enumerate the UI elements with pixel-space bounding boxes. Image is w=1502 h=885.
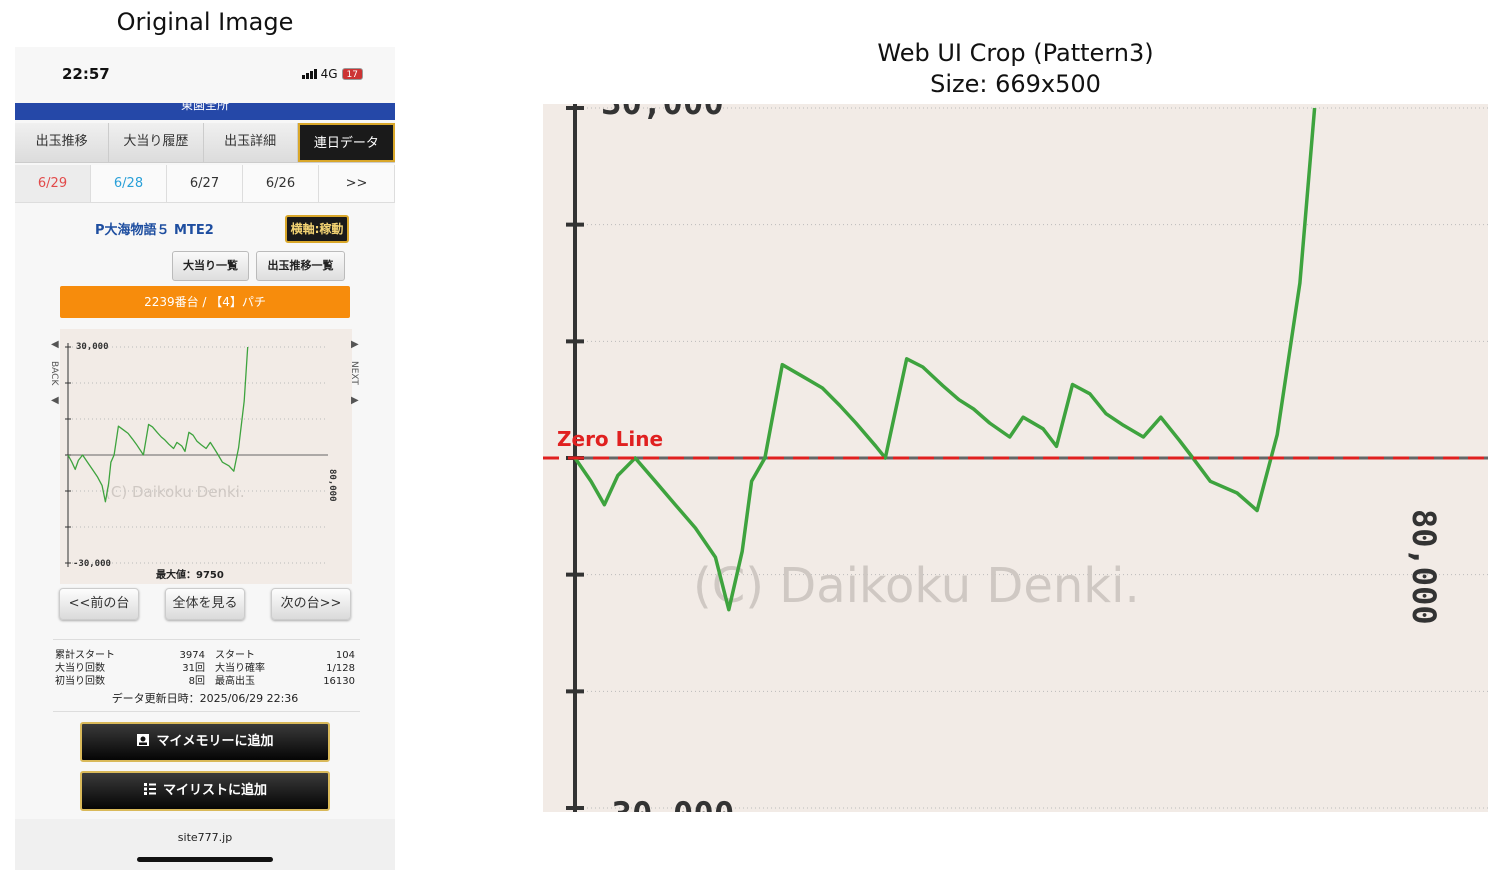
memory-icon — [137, 734, 150, 746]
status-indicators: 4G 17 — [301, 67, 363, 81]
date-tab-0[interactable]: 6/29 — [15, 165, 91, 202]
next-machine-button[interactable]: 次の台>> — [271, 588, 351, 620]
date-tab-4[interactable]: >> — [319, 165, 395, 202]
updated-timestamp: データ更新日時：2025/06/29 22:36 — [111, 692, 299, 705]
series-line — [573, 107, 1317, 612]
divider — [53, 711, 360, 712]
machine-name[interactable]: P大海物語５ MTE2 — [95, 223, 214, 238]
tab-bar: 出玉推移 大当り履歴 出玉詳細 連日データ — [15, 123, 395, 163]
stat-v2: 16130 — [323, 676, 355, 687]
add-to-list-label: マイリストに追加 — [162, 783, 267, 798]
stat-l2: 最高出玉 — [215, 676, 255, 687]
y-top-label: 30,000 — [76, 342, 109, 352]
list-icon — [143, 783, 156, 795]
tab-3[interactable]: 連日データ — [297, 123, 395, 162]
unit-label-bar: 2239番台 / 【4】パチ — [60, 286, 350, 318]
stat-l1: 初当り回数 — [55, 676, 105, 687]
date-bar: 6/29 6/28 6/27 6/26 >> — [15, 165, 395, 203]
date-tab-1[interactable]: 6/28 — [91, 165, 167, 202]
date-tab-2[interactable]: 6/27 — [167, 165, 243, 202]
zoomed-chart-svg: (C) Daikoku Denki. 30,000 -30,000 80,000 Zer… — [543, 104, 1488, 812]
zero-line-label: Zero Line — [557, 427, 663, 451]
prev-machine-button[interactable]: <<前の台 — [59, 588, 139, 620]
small-chart-svg: (C) Daikoku Denki. 30,000 -30,000 80,000 最大値… — [65, 342, 337, 581]
tab-0[interactable]: 出玉推移 — [15, 123, 110, 162]
y-bottom-label: -30,000 — [73, 559, 111, 569]
back-arrow-down-icon[interactable]: ◀ — [51, 395, 59, 406]
status-time: 22:57 — [62, 65, 110, 83]
stat-l2: スタート — [215, 650, 255, 661]
stat-v1: 3974 — [179, 650, 205, 661]
small-chart: (C) Daikoku Denki. 30,000 -30,000 80,000 最大値… — [60, 329, 352, 584]
add-to-memory-label: マイメモリーに追加 — [156, 734, 274, 749]
stat-v2: 104 — [335, 650, 355, 661]
jackpot-list-button[interactable]: 大当り一覧 — [172, 251, 249, 281]
date-tab-3[interactable]: 6/26 — [243, 165, 319, 202]
view-all-button[interactable]: 全体を見る — [165, 588, 245, 620]
watermark: (C) Daikoku Denki. — [693, 558, 1140, 614]
tab-1[interactable]: 大当り履歴 — [109, 123, 204, 162]
divider — [53, 639, 360, 640]
add-to-list-button[interactable]: マイリストに追加 — [80, 771, 330, 811]
stats-table: 累計スタート 3974 スタート 104 大当り回数 31回 大当り確率 1/128 初当り回数… — [55, 649, 355, 688]
stat-row: 大当り回数 31回 大当り確率 1/128 — [55, 662, 355, 675]
payout-list-button[interactable]: 出玉推移一覧 — [256, 251, 345, 281]
stat-row: 初当り回数 8回 最高出玉 16130 — [55, 675, 355, 688]
original-image-heading: Original Image — [116, 8, 294, 36]
y-top-label: 30,000 — [601, 104, 724, 123]
battery-icon: 17 — [341, 68, 363, 80]
watermark: (C) Daikoku Denki. — [105, 483, 245, 501]
tab-2[interactable]: 出玉詳細 — [203, 123, 298, 162]
add-to-memory-button[interactable]: マイメモリーに追加 — [80, 722, 330, 762]
zoomed-chart-crop: (C) Daikoku Denki. 30,000 -30,000 80,000 Zer… — [543, 104, 1488, 812]
status-bar: 22:57 4G 17 — [15, 47, 395, 103]
x-right-label: 80,000 — [327, 469, 337, 502]
max-value-label: 最大値：9750 — [156, 568, 224, 581]
network-label: 4G — [320, 67, 338, 81]
stat-v1: 31回 — [182, 663, 205, 674]
y-bottom-label: -30,000 — [591, 795, 734, 812]
next-arrow-up-icon[interactable]: ▶ — [351, 339, 359, 350]
back-arrow-up-icon[interactable]: ◀ — [51, 339, 59, 350]
crop-heading-line2: Size: 669x500 — [930, 70, 1101, 98]
axis-toggle-button[interactable]: 横軸:稼動 — [285, 215, 349, 243]
stat-l2: 大当り確率 — [215, 663, 265, 674]
url-bar[interactable]: site777.jp — [15, 819, 395, 870]
series-line — [67, 346, 249, 503]
crop-heading-line1: Web UI Crop (Pattern3) — [877, 39, 1154, 67]
site-url: site777.jp — [177, 831, 233, 844]
back-label[interactable]: BACK — [49, 361, 59, 386]
site-header-bar: 東園全所 — [15, 103, 395, 120]
crop-heading: Web UI Crop (Pattern3) Size: 669x500 — [543, 38, 1488, 100]
x-right-label: 80,000 — [1405, 509, 1443, 625]
next-label[interactable]: NEXT — [349, 361, 359, 385]
phone-screenshot: 22:57 4G 17 東園全所 出玉推移 大当り履歴 出玉詳細 連日データ 6/29… — [15, 47, 395, 870]
stat-row: 累計スタート 3974 スタート 104 — [55, 649, 355, 662]
stat-v2: 1/128 — [326, 663, 355, 674]
stat-l1: 累計スタート — [55, 650, 115, 661]
next-arrow-down-icon[interactable]: ▶ — [351, 395, 359, 406]
signal-icon — [301, 69, 317, 79]
stat-l1: 大当り回数 — [55, 663, 105, 674]
home-indicator[interactable] — [137, 857, 273, 862]
stat-v1: 8回 — [188, 676, 205, 687]
